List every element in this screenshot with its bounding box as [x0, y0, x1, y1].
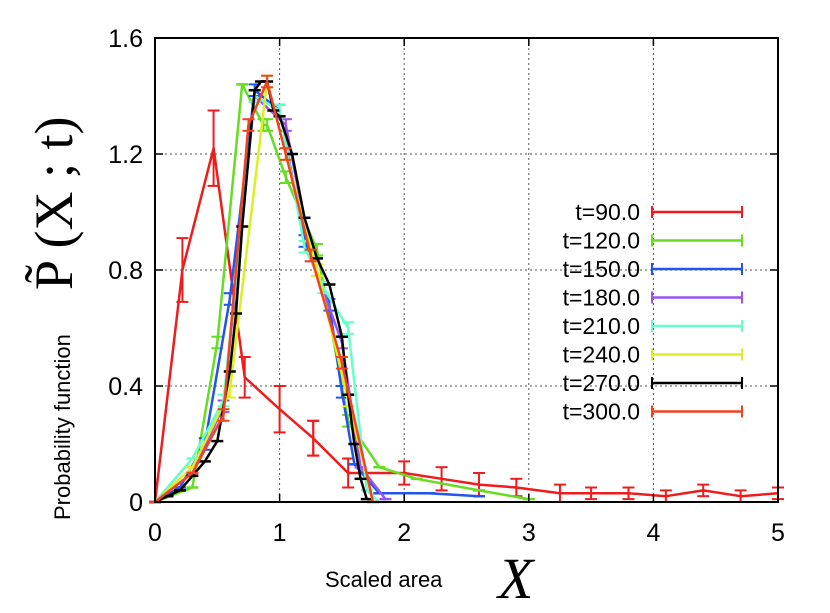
legend-label: t=150.0 — [563, 256, 640, 282]
legend-item: t=120.0 — [563, 228, 743, 254]
x-axis-label-text: Scaled area — [325, 567, 443, 592]
y-tick-label: 1.6 — [108, 25, 143, 53]
y-tick-label: 0.8 — [108, 257, 143, 285]
series-t-240-0 — [149, 74, 380, 504]
x-tick-label: 5 — [771, 519, 785, 547]
series-line — [154, 80, 368, 504]
legend-item: t=180.0 — [563, 285, 743, 311]
legend-label: t=180.0 — [563, 285, 640, 311]
series-line — [154, 80, 375, 503]
x-tick-label: 4 — [646, 519, 660, 547]
y-axis-label-symbol: P̃ (X ; t) — [24, 117, 84, 291]
x-axis-label-symbol: X — [496, 546, 536, 611]
series-t-300-0 — [149, 74, 380, 504]
legend-item: t=270.0 — [563, 370, 743, 396]
series-layer — [149, 74, 784, 504]
series-line — [154, 80, 375, 503]
legend-item: t=300.0 — [563, 399, 743, 425]
legend-label: t=90.0 — [575, 199, 640, 225]
legend-label: t=300.0 — [563, 399, 640, 425]
x-tick-label: 0 — [148, 519, 162, 547]
legend: t=90.0 t=120.0t=150.0 t=180.0t=210.0 t=240.… — [563, 199, 743, 425]
y-tick-label: 0.4 — [108, 373, 143, 401]
series-line — [154, 94, 381, 503]
legend-item: t=90.0 — [575, 199, 743, 225]
y-axis-label-text: Probability function — [50, 334, 75, 520]
x-tick-label: 3 — [522, 519, 536, 547]
axis-ticks: 0 1 2 3 4 5 0 0.4 0.8 1.2 1.6 — [108, 25, 785, 547]
legend-label: t=240.0 — [563, 342, 640, 368]
legend-label: t=270.0 — [563, 370, 640, 396]
series-line — [153, 146, 779, 503]
y-tick-label: 0 — [129, 489, 143, 517]
legend-label: t=120.0 — [563, 228, 640, 254]
legend-item: t=210.0 — [563, 313, 743, 339]
series-t-150-0 — [149, 83, 485, 504]
legend-item: t=150.0 — [563, 256, 743, 282]
legend-item: t=240.0 — [563, 342, 743, 368]
y-tick-label: 1.2 — [108, 141, 143, 169]
x-tick-label: 2 — [397, 519, 411, 547]
x-tick-label: 1 — [273, 519, 287, 547]
legend-label: t=210.0 — [563, 313, 640, 339]
